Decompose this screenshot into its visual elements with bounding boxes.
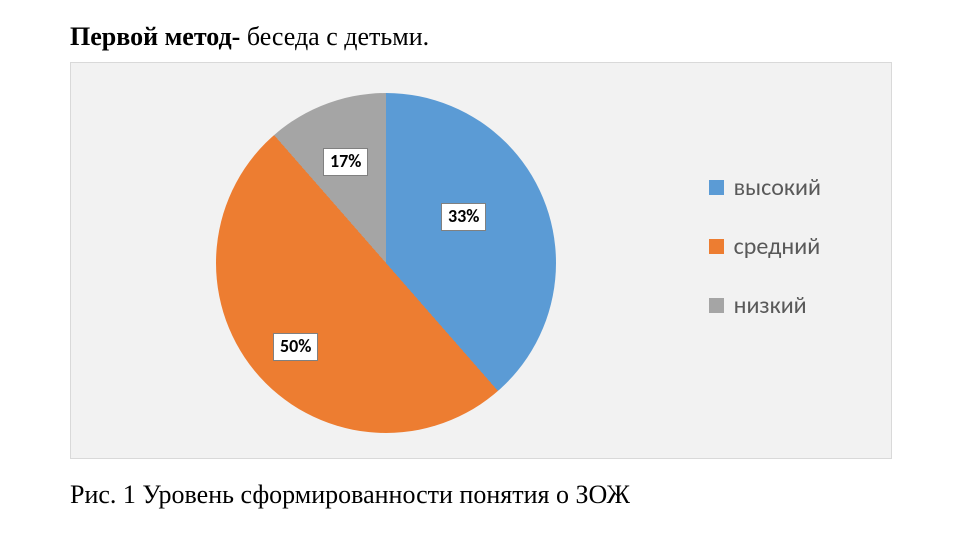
- page-root: Первой метод- беседа с детьми. 33% 50% 1…: [0, 0, 960, 540]
- legend-item-low: низкий: [709, 291, 821, 320]
- slice-label-high: 33%: [441, 203, 486, 231]
- legend-label-medium: средний: [734, 232, 821, 261]
- slice-label-low: 17%: [323, 148, 368, 176]
- legend-swatch-low: [709, 298, 724, 313]
- slice-label-medium: 50%: [273, 333, 318, 361]
- pie-graphic: [216, 93, 556, 433]
- legend-label-high: высокий: [734, 173, 821, 202]
- legend: высокий средний низкий: [709, 173, 821, 350]
- legend-label-low: низкий: [734, 291, 807, 320]
- legend-swatch-medium: [709, 239, 724, 254]
- page-title: Первой метод- беседа с детьми.: [70, 22, 429, 52]
- legend-item-high: высокий: [709, 173, 821, 202]
- figure-caption: Рис. 1 Уровень сформированности понятия …: [70, 480, 630, 510]
- title-bold: Первой метод-: [70, 22, 240, 51]
- chart-area: 33% 50% 17% высокий средний низкий: [70, 62, 892, 459]
- legend-item-medium: средний: [709, 232, 821, 261]
- legend-swatch-high: [709, 180, 724, 195]
- title-plain: беседа с детьми.: [240, 22, 429, 51]
- pie-chart: 33% 50% 17%: [216, 93, 556, 433]
